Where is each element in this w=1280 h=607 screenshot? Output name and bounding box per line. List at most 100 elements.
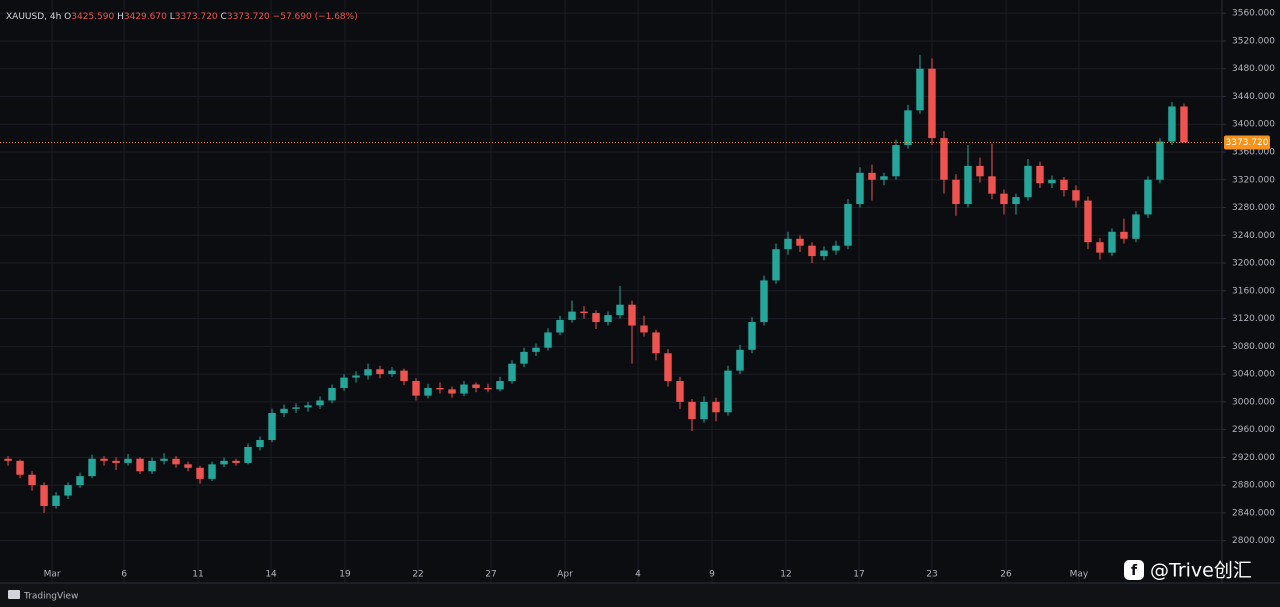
candle-body [448,389,456,394]
legend-label: H [117,12,124,22]
candle-body [748,322,756,350]
x-tick-label: 27 [485,570,496,580]
candle-body [52,495,60,506]
candle-body [1072,190,1080,201]
legend-label: C [221,12,227,22]
candle-body [736,349,744,371]
candle-body [112,460,120,463]
candle-body [316,400,324,406]
candle-body [340,377,348,388]
candle-body [808,245,816,257]
candle-body [868,172,876,180]
candle-body [184,464,192,468]
y-tick-label: 2800.000 [1232,536,1275,546]
candle-body [940,138,948,180]
candle-body [64,485,72,496]
candle-body [376,369,384,375]
candle-body [652,332,660,354]
legend-label: L [170,12,175,22]
x-tick-label: 23 [926,570,937,580]
candle-body [172,458,180,465]
watermark-icon-glyph: f [1131,563,1138,579]
y-tick-label: 3560.000 [1232,9,1275,19]
candle-body [592,313,600,323]
symbol: XAUUSD, 4h [6,12,61,22]
footer-bar [0,583,1280,607]
candle-body [460,384,468,394]
candle-body [412,381,420,396]
x-tick-label: 9 [709,570,715,580]
candle-body [844,204,852,246]
legend-label: O [64,12,71,22]
candle-body [976,165,984,177]
candle-body [820,250,828,257]
y-tick-label: 2960.000 [1232,425,1275,435]
y-tick-label: 3400.000 [1232,120,1275,130]
candle-body [328,387,336,401]
candle-body [520,351,528,364]
legend-value: 3373.720 [227,12,270,22]
candle-body [1024,165,1032,198]
x-tick-label: 6 [121,570,127,580]
candle-body [724,370,732,413]
brand-logo [8,590,20,599]
candle-body [484,387,492,390]
candle-body [760,280,768,323]
candle-body [1084,200,1092,243]
y-tick-label: 3520.000 [1232,36,1275,46]
candle-body [712,401,720,413]
y-tick-label: 3440.000 [1232,92,1275,102]
candle-body [556,319,564,333]
x-tick-label: Mar [44,570,61,580]
candle-body [784,238,792,250]
candle-body [1120,231,1128,239]
candle-body [1036,165,1044,184]
candle-body [856,172,864,205]
candle-body [16,460,24,475]
candle-body [676,381,684,402]
candle-body [532,347,540,352]
y-tick-label: 3160.000 [1232,286,1275,296]
candle-body [268,412,276,441]
candle-body [256,440,264,447]
candle-body [964,165,972,205]
candle-body [472,384,480,388]
candle-body [424,387,432,396]
candle-body [160,458,168,461]
y-tick-label: 2880.000 [1232,481,1275,491]
legend-value: 3425.590 [71,12,114,22]
candle-body [1096,242,1104,253]
x-tick-label: 11 [192,570,203,580]
watermark-icon [1124,560,1144,580]
y-tick-label: 2840.000 [1232,508,1275,518]
candle-body [400,370,408,382]
candle-body [508,363,516,382]
x-tick-label: 14 [265,570,277,580]
candle-body [304,405,312,408]
x-tick-label: Apr [557,570,573,580]
candle-body [688,401,696,420]
candle-body [4,458,12,461]
x-tick-label: 22 [412,570,423,580]
y-tick-label: 3280.000 [1232,203,1275,213]
candle-body [1012,197,1020,205]
candle-body [700,401,708,420]
legend: XAUUSD, 4h O3425.590 H3429.670 L 3373.720… [6,12,358,22]
candle-body [88,458,96,477]
y-tick-label: 3080.000 [1232,342,1275,352]
legend-value: 3429.670 [124,12,167,22]
candle-body [604,315,612,323]
candle-body [1180,106,1188,143]
candle-body [952,179,960,205]
candle-body [1048,179,1056,184]
candle-body [1144,179,1152,215]
candle-body [100,458,108,461]
candle-body [148,460,156,472]
candle-body [124,458,132,463]
candle-body [988,176,996,194]
candle-body [544,332,552,348]
candle-body [496,381,504,390]
candle-body [232,460,240,463]
